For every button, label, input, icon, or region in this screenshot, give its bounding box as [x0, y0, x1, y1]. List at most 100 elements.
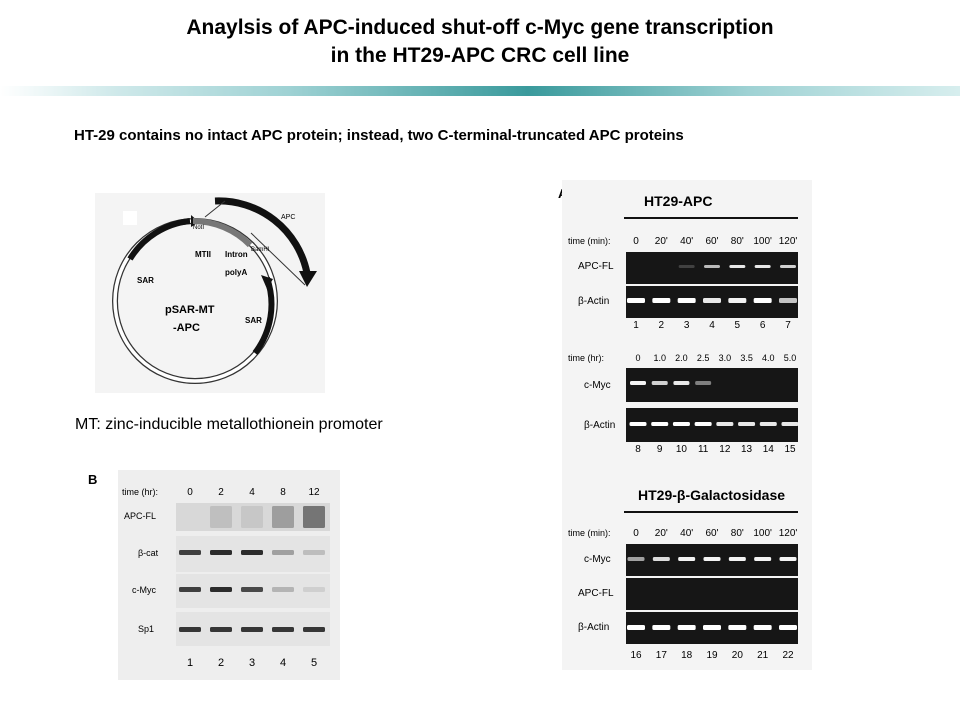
apc-label: APC — [281, 214, 295, 221]
gel3-cmyc-band — [652, 557, 670, 561]
gel1-lane-number: 2 — [659, 320, 665, 331]
gel3-time-label-item: 40' — [680, 528, 693, 539]
gel3-time-label-item: 120' — [779, 528, 798, 539]
blot-cmyc-bands — [179, 587, 325, 592]
gel3-lane-number: 17 — [656, 650, 668, 661]
gel2-actin-band — [759, 422, 777, 426]
plasmid-name-line-2: -APC — [173, 322, 200, 334]
gel2-lane-number: 12 — [719, 444, 731, 455]
gel2-lane-number: 10 — [676, 444, 688, 455]
blot-sp1-bands — [179, 627, 325, 632]
gel1-actin-band — [779, 298, 797, 303]
gel1-lane-number: 5 — [735, 320, 741, 331]
blot-row-label-sp1: Sp1 — [138, 624, 154, 634]
gel2-actin-band — [738, 422, 756, 426]
gel1-time-label-item: 60' — [705, 236, 718, 247]
apc-guide-line-2 — [204, 200, 226, 218]
notl-label: NotI — [193, 225, 204, 231]
blot-cmyc-band — [179, 587, 201, 592]
gel1-actin-band — [677, 298, 696, 303]
blot-time-label-item: 12 — [308, 487, 320, 498]
blot-time-label-item: 2 — [218, 487, 224, 498]
gel1-time-label-item: 80' — [731, 236, 744, 247]
sar-left-label: SAR — [137, 276, 154, 285]
gel2-actin-band — [694, 422, 712, 426]
gel1-time-label: time (min): — [568, 236, 611, 246]
blot-bcat-band — [241, 550, 263, 555]
gel3-actin-band — [753, 625, 772, 630]
gel2-actin-band — [651, 422, 669, 426]
gel3-actin-band — [677, 625, 696, 630]
title-divider-bar — [0, 86, 960, 96]
blot-apcfl-band — [210, 506, 232, 528]
gel1-lane-numbers: 1 2 3 4 5 6 7 — [633, 320, 791, 331]
gel2-cmyc-strip — [626, 368, 798, 402]
gel3-lane-number: 16 — [630, 650, 642, 661]
gel2-lane-number: 14 — [763, 444, 775, 455]
gel2-lane-number: 9 — [657, 444, 663, 455]
gel3-actin-band — [779, 625, 797, 630]
gel3-cmyc-bands — [627, 557, 797, 561]
title-line-2: in the HT29-APC CRC cell line — [330, 44, 630, 67]
gel2-actin-band — [672, 422, 690, 426]
sar-right-segment — [252, 277, 275, 355]
sar-right-label: SAR — [245, 316, 262, 325]
bamhi-label: BamHI — [251, 247, 270, 253]
blot-apcfl-bands — [210, 506, 325, 528]
blot-bcat-band — [303, 550, 325, 555]
gel2-lane-numbers: 8 9 10 11 12 13 14 15 — [635, 444, 796, 455]
gel1-time-labels: 0 20' 40' 60' 80' 100' 120' — [633, 236, 797, 247]
subtitle: HT-29 contains no intact APC protein; in… — [74, 127, 684, 144]
gel3-lane-number: 19 — [706, 650, 718, 661]
gel1-actin-band — [728, 298, 747, 303]
blot-sp1-band — [303, 627, 325, 632]
gel2-time-label-item: 3.0 — [719, 353, 732, 363]
plasmid-caption: MT: zinc-inducible metallothionein promo… — [75, 416, 383, 433]
blot-bcat-band — [272, 550, 294, 555]
gel3-time-label-item: 60' — [705, 528, 718, 539]
gel2-time-labels: 0 1.0 2.0 2.5 3.0 3.5 4.0 5.0 — [635, 353, 796, 363]
gel1-apcfl-band — [678, 265, 695, 268]
gel2-cmyc-band — [630, 381, 646, 385]
gel3-actin-band — [627, 625, 645, 630]
gel1-apcfl-bands — [678, 265, 796, 268]
panel-a-figure: HT29-APC time (min): 0 20' 40' 60' 80' 100' 12… — [562, 180, 812, 670]
blot-time-label-item: 4 — [249, 487, 255, 498]
blot-cmyc-band — [210, 587, 232, 592]
blot-sp1-band — [241, 627, 263, 632]
gel1-lane-number: 1 — [633, 320, 639, 331]
gel3-cmyc-band — [627, 557, 645, 561]
gel2-cmyc-band — [673, 381, 690, 385]
gel3-row-label-actin: β-Actin — [578, 622, 609, 633]
gel2-cmyc-bands — [630, 381, 712, 385]
gel1-apcfl-band — [754, 265, 771, 268]
gel2-row-label-actin: β-Actin — [584, 420, 615, 431]
blot-time-label-item: 0 — [187, 487, 193, 498]
blot-bcat-band — [210, 550, 232, 555]
blot-apcfl-band — [241, 506, 263, 528]
gel1-apcfl-band — [780, 265, 796, 268]
intron-label: Intron — [225, 250, 248, 259]
gel1-actin-bands — [627, 298, 797, 303]
gel3-header: HT29-β-Galactosidase — [638, 487, 785, 503]
gel3-lane-number: 22 — [782, 650, 794, 661]
blot-cmyc-band — [241, 587, 263, 592]
gel3-time-label-item: 100' — [753, 528, 772, 539]
gel3-actin-band — [703, 625, 721, 630]
gel3-lane-numbers: 16 17 18 19 20 21 22 — [630, 650, 794, 661]
gel3-row-label-apcfl: APC-FL — [578, 588, 614, 599]
gel3-cmyc-band — [678, 557, 696, 561]
gel2-actin-band — [629, 422, 647, 426]
apc-guide-line-1 — [250, 232, 306, 286]
gel1-lane-number: 4 — [709, 320, 715, 331]
gel3-row-label-cmyc: c-Myc — [584, 554, 611, 565]
panel-b-letter: B — [88, 472, 98, 487]
gel1-header: HT29-APC — [644, 193, 712, 209]
gel2-time-label-item: 2.5 — [697, 353, 710, 363]
blot-lane-number: 3 — [249, 657, 255, 669]
polya-label: polyA — [225, 268, 247, 277]
gel2-cmyc-band — [695, 381, 712, 385]
gel2-time-label-item: 2.0 — [675, 353, 688, 363]
gel2-lane-number: 11 — [698, 444, 709, 455]
gel2-time-label-item: 1.0 — [653, 353, 666, 363]
